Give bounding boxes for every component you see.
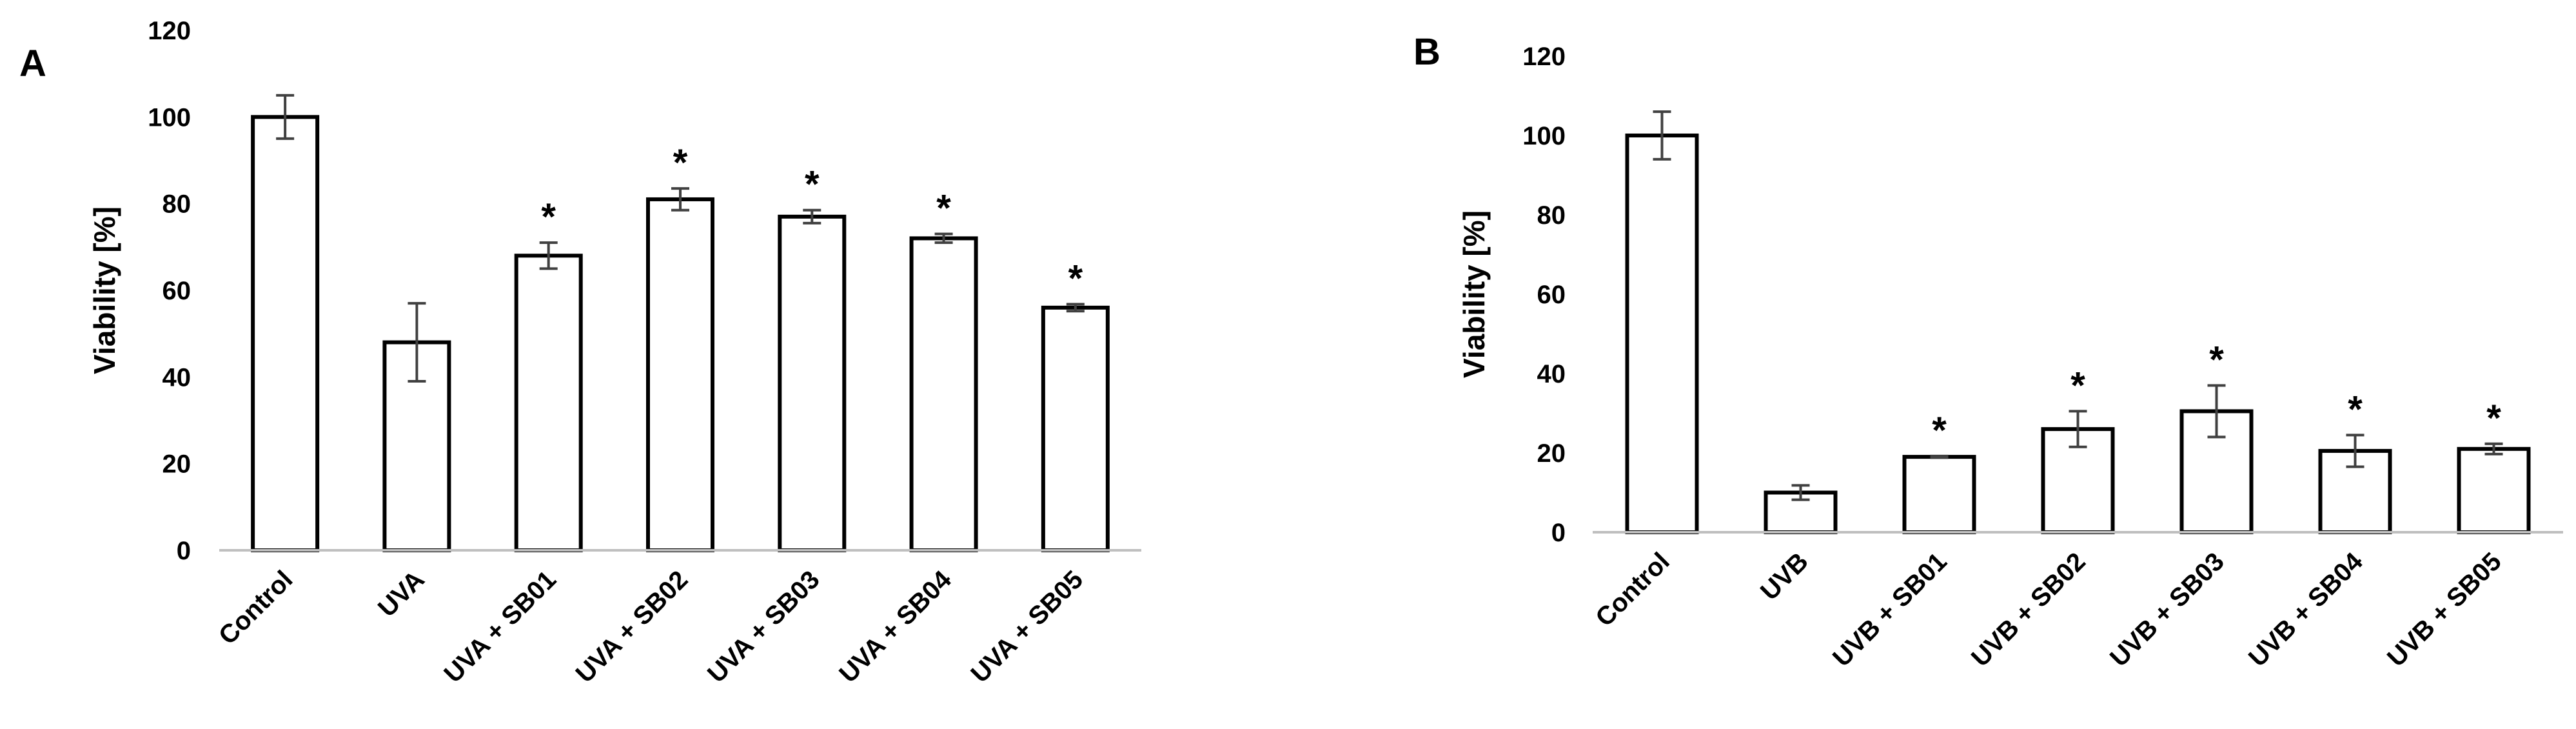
panel-b-letter: B [1413, 31, 1440, 73]
y-tick-label: 0 [1551, 519, 1566, 547]
error-bar [2069, 410, 2087, 448]
bar [514, 254, 583, 552]
y-tick-label: 40 [162, 363, 192, 392]
error-bar [2346, 434, 2365, 468]
panel-a-letter: A [19, 43, 46, 85]
significance-marker: * [2070, 364, 2085, 406]
error-bar [934, 232, 953, 245]
significance-marker: * [936, 188, 951, 230]
significance-marker: * [1932, 410, 1947, 452]
error-bar [1066, 303, 1085, 313]
bar [1625, 134, 1699, 534]
significance-marker: * [2348, 388, 2363, 430]
y-tick-label: 60 [162, 277, 192, 305]
y-tick-label: 60 [1537, 281, 1566, 309]
y-axis-label: Viability [%] [1457, 210, 1491, 378]
x-tick-label: UVA + SB04 [834, 565, 957, 688]
error-bar [671, 187, 689, 212]
x-tick-label: UVB + SB04 [2243, 547, 2368, 672]
x-tick-label: Control [213, 565, 299, 650]
x-tick-label: UVA + SB01 [438, 565, 562, 688]
x-tick-label: UVA [373, 565, 430, 623]
bar [909, 236, 978, 552]
x-tick-label: UVB + SB01 [1827, 547, 1952, 672]
significance-marker: * [2209, 339, 2224, 381]
significance-marker: * [673, 142, 688, 184]
panel-b-chart: B Viability [%] 0 20 40 60 80 100 120 Control UVB… [1413, 31, 2563, 672]
x-tick-label: UVA + SB02 [571, 565, 694, 688]
significance-marker: * [2486, 397, 2501, 439]
x-tick-label: UVB + SB03 [2105, 547, 2230, 672]
bar [778, 214, 847, 553]
y-axis-label: Viability [%] [88, 206, 121, 374]
error-bar [1791, 484, 1810, 501]
y-tick-label: 80 [1537, 201, 1566, 230]
error-bar [1930, 454, 1949, 459]
significance-marker: * [541, 196, 556, 238]
bar [1041, 305, 1110, 552]
x-tick-label: UVB + SB05 [2382, 547, 2507, 672]
error-bar [2484, 442, 2503, 455]
y-tick-label: 20 [162, 450, 192, 479]
y-tick-label: 120 [1522, 43, 1566, 71]
y-tick-label: 80 [162, 190, 192, 219]
y-tick-label: 0 [177, 537, 191, 565]
x-tick-label: UVB + SB02 [1966, 547, 2091, 672]
bar [251, 115, 320, 553]
bar [646, 197, 714, 552]
bar [1902, 455, 1976, 535]
error-bar [1653, 110, 1671, 161]
significance-marker: * [1068, 257, 1083, 299]
x-tick-label: UVA + SB05 [966, 565, 1089, 688]
error-bar [408, 302, 426, 383]
y-tick-label: 120 [148, 17, 191, 45]
x-tick-label: UVA + SB03 [702, 565, 825, 688]
x-tick-label: Control [1590, 547, 1675, 632]
error-bar [539, 241, 558, 270]
x-tick-label: UVB [1755, 547, 1814, 606]
y-tick-label: 100 [148, 103, 191, 132]
significance-marker: * [805, 164, 820, 206]
panel-a-chart: A Viability [%] 0 20 40 60 80 100 120 Control UVA… [19, 17, 1141, 688]
y-tick-label: 100 [1522, 122, 1566, 150]
y-tick-label: 40 [1537, 360, 1566, 388]
error-bar [276, 94, 295, 140]
y-tick-label: 20 [1537, 439, 1566, 468]
bar [2457, 446, 2531, 534]
error-bar [2207, 384, 2226, 439]
error-bar [803, 208, 821, 225]
